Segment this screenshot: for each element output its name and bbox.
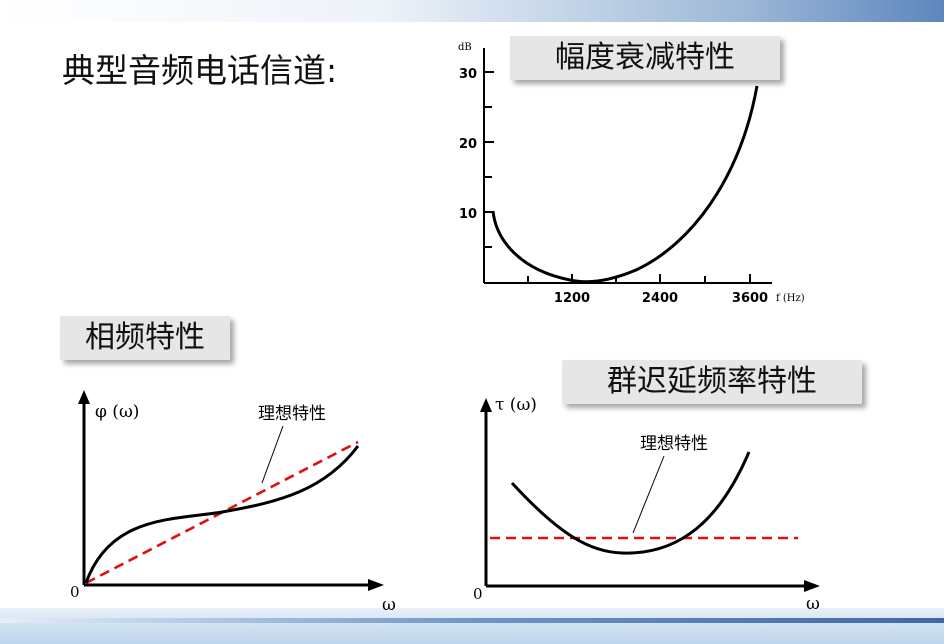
amplitude-attenuation-curve	[491, 85, 759, 284]
bottom-gradient-bar	[0, 608, 944, 644]
phase-y-axis-arrow	[78, 390, 90, 404]
group-delay-x-axis-arrow	[804, 580, 820, 592]
top-gradient-bar	[0, 0, 944, 22]
amplitude-y-tick-label-30: 30	[459, 67, 477, 82]
slide-title: 典型音频电话信道:	[62, 51, 338, 90]
group-delay-actual-curve	[510, 451, 751, 555]
phase-origin-label: 0	[70, 583, 80, 601]
amplitude-y-tick-label-10: 10	[459, 207, 477, 222]
amplitude-x-tick-label-3600: 3600	[732, 291, 768, 306]
phase-x-label: ω	[382, 595, 396, 615]
group-delay-ideal-leader-line	[632, 455, 665, 534]
phase-actual-curve	[84, 445, 360, 584]
phase-panel-title: 相频特性	[60, 316, 230, 360]
amplitude-y-unit: dB	[458, 42, 472, 53]
group-delay-origin-label: 0	[473, 585, 483, 603]
phase-y-label: φ (ω)	[95, 402, 139, 422]
amplitude-panel-title: 幅度衰减特性	[510, 36, 780, 80]
phase-x-axis-arrow	[368, 579, 384, 591]
group-delay-y-label: τ (ω)	[495, 395, 537, 415]
group-delay-x-label: ω	[806, 594, 820, 614]
bottom-accent-stripe	[0, 618, 944, 623]
amplitude-x-tick-label-1200: 1200	[554, 291, 590, 306]
phase-ideal-label: 理想特性	[258, 404, 326, 424]
amplitude-x-tick-label-2400: 2400	[642, 291, 678, 306]
group-delay-panel-title: 群迟延频率特性	[562, 360, 862, 404]
group-delay-y-axis-arrow	[480, 398, 492, 412]
amplitude-x-unit: f (Hz)	[776, 293, 805, 304]
phase-ideal-leader-line	[261, 425, 284, 484]
amplitude-y-tick-label-20: 20	[459, 137, 477, 152]
group-delay-ideal-label: 理想特性	[640, 434, 708, 454]
